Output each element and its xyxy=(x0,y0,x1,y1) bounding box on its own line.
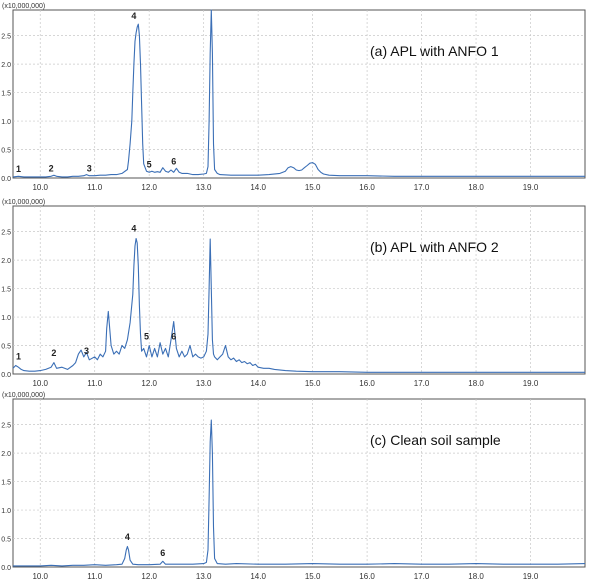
peak-label: 2 xyxy=(49,164,54,174)
plot-frame xyxy=(12,205,586,375)
panel-title: (a) APL with ANFO 1 xyxy=(370,43,499,59)
x-tick-label: 17.0 xyxy=(414,572,430,580)
peak-label: 1 xyxy=(16,164,21,174)
peak-label: 6 xyxy=(171,157,176,167)
peak-label: 6 xyxy=(171,332,176,342)
peak-label: 6 xyxy=(160,548,165,558)
y-tick-label: 1.0 xyxy=(1,508,11,515)
x-tick-label: 14.0 xyxy=(250,183,266,192)
x-tick-label: 11.0 xyxy=(87,379,103,388)
panel-title: (c) Clean soil sample xyxy=(370,432,501,448)
x-tick-label: 19.0 xyxy=(523,572,539,580)
peak-label: 1 xyxy=(16,352,21,362)
y-tick-label: 2.5 xyxy=(1,230,11,237)
chromatogram-trace xyxy=(12,237,585,373)
x-tick-label: 16.0 xyxy=(359,183,375,192)
y-tick-label: 1.0 xyxy=(1,119,11,126)
x-tick-label: 11.0 xyxy=(87,572,103,580)
x-tick-label: 13.0 xyxy=(196,572,212,580)
x-tick-label: 18.0 xyxy=(468,183,484,192)
plot-frame xyxy=(12,398,586,568)
x-tick-label: 16.0 xyxy=(359,379,375,388)
x-tick-label: 16.0 xyxy=(359,572,375,580)
chromatogram-trace xyxy=(12,9,585,178)
x-tick-label: 12.0 xyxy=(141,379,157,388)
x-tick-label: 12.0 xyxy=(141,572,157,580)
x-tick-label: 10.0 xyxy=(32,572,48,580)
peak-label: 2 xyxy=(51,348,56,358)
y-tick-label: 0.5 xyxy=(1,537,11,544)
chart-panel-3: 10.0 11.0 12.0 13.0 14.0 15.0 16.0 17.0 18.0 19.0… xyxy=(1,392,586,580)
y-tick-label: 1.5 xyxy=(1,287,11,294)
x-tick-label: 10.0 xyxy=(32,379,48,388)
x-tick-label: 19.0 xyxy=(523,183,539,192)
x-tick-label: 10.0 xyxy=(32,183,48,192)
y-tick-label: 1.0 xyxy=(1,315,11,322)
x-tick-label: 13.0 xyxy=(196,379,212,388)
x-tick-label: 18.0 xyxy=(468,572,484,580)
y-tick-label: 0.5 xyxy=(1,344,11,351)
chart-panel-2: 10.0 11.0 12.0 13.0 14.0 15.0 16.0 17.0 18.0 19.0… xyxy=(1,199,586,388)
peak-label: 5 xyxy=(147,160,152,170)
chart-panel-1: 10.0 11.0 12.0 13.0 14.0 15.0 16.0 17.0 18.0 19.0… xyxy=(1,3,586,192)
x-tick-label: 11.0 xyxy=(87,183,103,192)
peak-label: 4 xyxy=(125,532,130,542)
x-tick-label: 14.0 xyxy=(250,572,266,580)
y-tick-label: 2.0 xyxy=(1,258,11,265)
y-tick-label: 1.5 xyxy=(1,480,11,487)
peak-label: 4 xyxy=(131,11,136,21)
panel-title: (b) APL with ANFO 2 xyxy=(370,239,499,255)
peak-label: 5 xyxy=(144,332,149,342)
y-tick-label: 2.0 xyxy=(1,451,11,458)
x-tick-label: 17.0 xyxy=(414,379,430,388)
x-tick-label: 15.0 xyxy=(305,572,321,580)
y-tick-label: 2.5 xyxy=(1,34,11,41)
x-tick-label: 17.0 xyxy=(414,183,430,192)
x-tick-label: 18.0 xyxy=(468,379,484,388)
chromatogram-trace xyxy=(13,419,586,567)
y-tick-label: 0.0 xyxy=(1,372,11,379)
x-tick-label: 15.0 xyxy=(305,183,321,192)
peak-label: 3 xyxy=(87,164,92,174)
plot-frame xyxy=(12,9,586,179)
x-tick-label: 19.0 xyxy=(523,379,539,388)
y-unit-label: (x10,000,000) xyxy=(2,199,45,206)
y-tick-label: 2.0 xyxy=(1,62,11,69)
peak-label: 3 xyxy=(84,346,89,356)
x-tick-label: 12.0 xyxy=(141,183,157,192)
x-tick-label: 14.0 xyxy=(250,379,266,388)
y-tick-label: 2.5 xyxy=(1,423,11,430)
y-tick-label: 0.5 xyxy=(1,148,11,155)
y-tick-label: 0.0 xyxy=(1,176,11,183)
y-unit-label: (x10,000,000) xyxy=(2,3,45,10)
y-unit-label: (x10,000,000) xyxy=(2,392,45,399)
x-tick-label: 13.0 xyxy=(196,183,212,192)
x-tick-label: 15.0 xyxy=(305,379,321,388)
y-tick-label: 1.5 xyxy=(1,91,11,98)
y-tick-label: 0.0 xyxy=(1,565,11,572)
peak-label: 4 xyxy=(131,223,136,233)
